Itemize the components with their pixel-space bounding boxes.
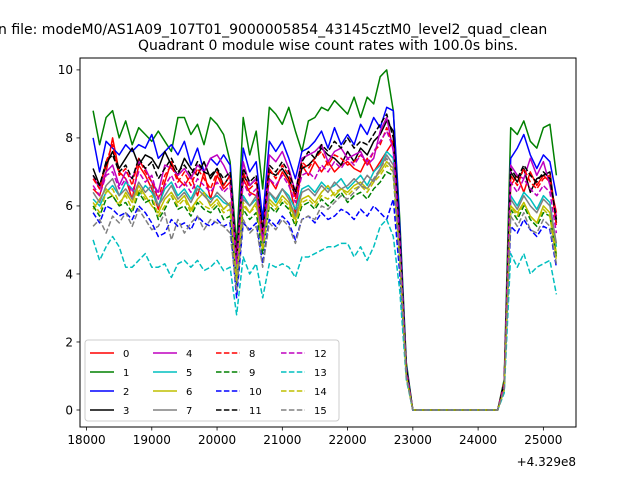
legend-label-14: 14 [314, 387, 327, 398]
legend-label-8: 8 [249, 349, 255, 360]
x-tick-label: 19000 [133, 433, 171, 447]
y-axis: 0 2 4 6 8 10 [58, 63, 80, 417]
legend-label-5: 5 [186, 368, 192, 379]
legend-label-12: 12 [314, 349, 327, 360]
x-tick-label: 24000 [459, 433, 497, 447]
y-tick-label: 4 [65, 267, 73, 281]
series-line-8 [92, 126, 558, 411]
y-tick-label: 2 [65, 335, 73, 349]
x-axis: 18000 19000 20000 21000 22000 23000 24000 25000 [67, 427, 562, 447]
series-line-12 [92, 130, 558, 411]
x-tick-label: 18000 [67, 433, 105, 447]
legend-label-2: 2 [123, 387, 129, 398]
legend-label-10: 10 [249, 387, 262, 398]
y-tick-label: 6 [65, 199, 73, 213]
legend-label-0: 0 [123, 349, 129, 360]
y-tick-label: 10 [58, 63, 73, 77]
legend-label-3: 3 [123, 406, 129, 417]
y-tick-label: 8 [65, 131, 73, 145]
legend-label-7: 7 [186, 406, 192, 417]
legend-label-6: 6 [186, 387, 192, 398]
legend-frame [84, 339, 340, 422]
x-offset-text: +4.329e8 [517, 455, 576, 469]
legend-label-13: 13 [314, 368, 327, 379]
figure-suptitle: n file: modeM0/AS1A09_107T01_9000005854_… [0, 22, 547, 38]
x-tick-label: 25000 [524, 433, 562, 447]
legend-label-4: 4 [186, 349, 192, 360]
x-tick-label: 20000 [198, 433, 236, 447]
series-lines [92, 69, 558, 411]
chart-title: Quadrant 0 module wise count rates with … [138, 38, 518, 54]
x-tick-label: 22000 [328, 433, 366, 447]
legend-label-11: 11 [249, 406, 262, 417]
x-tick-label: 21000 [263, 433, 301, 447]
legend-label-1: 1 [123, 368, 129, 379]
x-tick-label: 23000 [394, 433, 432, 447]
y-tick-label: 0 [65, 403, 73, 417]
legend-label-15: 15 [314, 406, 327, 417]
series-line-15 [92, 157, 558, 411]
legend-label-9: 9 [249, 368, 255, 379]
plot-frame [79, 57, 577, 428]
